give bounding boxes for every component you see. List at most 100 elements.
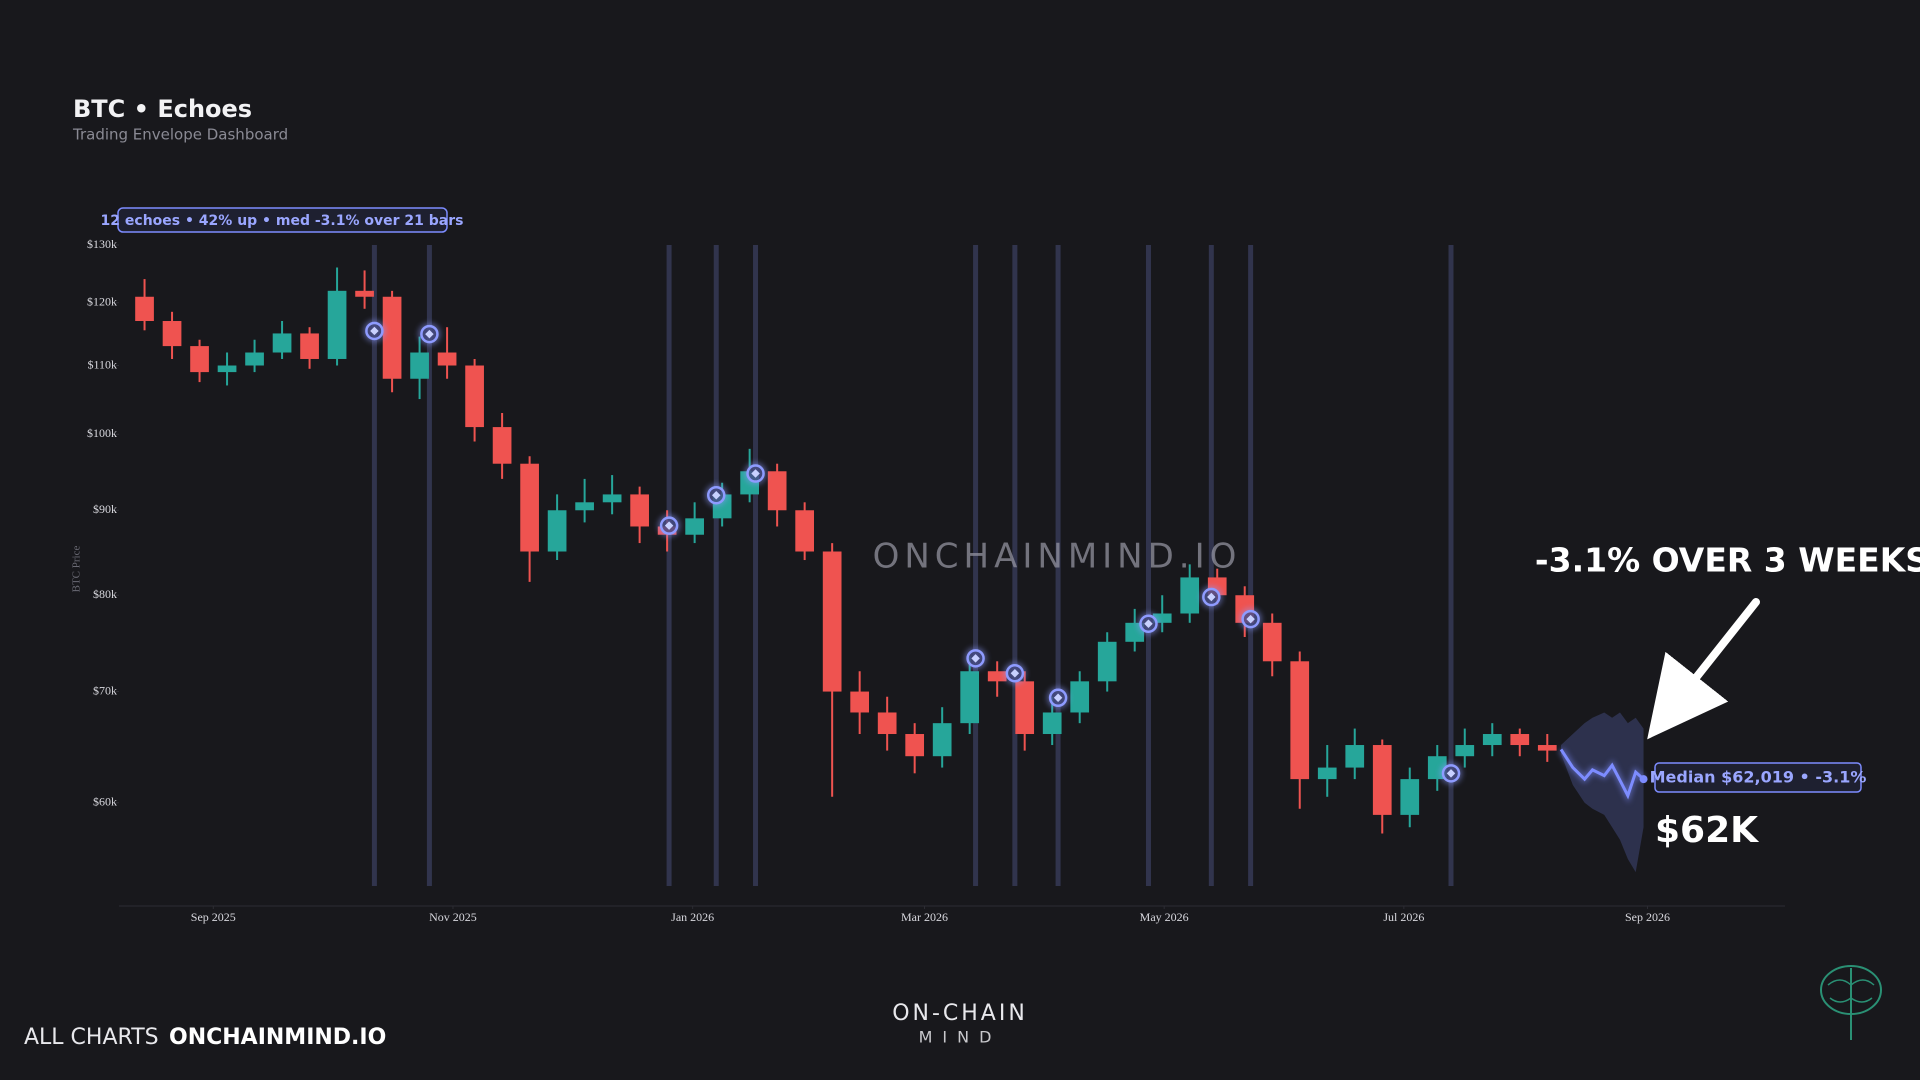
candle-body bbox=[1455, 745, 1475, 757]
echo-bands bbox=[371, 245, 1454, 886]
candle-body bbox=[602, 494, 622, 503]
candle-body bbox=[960, 671, 980, 724]
candle-body bbox=[1070, 681, 1090, 713]
median-badge bbox=[1654, 762, 1862, 793]
echo-band bbox=[1208, 245, 1214, 886]
echo-diamond bbox=[425, 329, 434, 339]
candle-body bbox=[1290, 661, 1310, 780]
candle-body bbox=[575, 502, 594, 511]
candle-body bbox=[300, 333, 319, 359]
x-tick-label: Jan 2026 bbox=[671, 910, 714, 924]
candle-body bbox=[135, 296, 154, 322]
candle-body bbox=[685, 518, 704, 535]
echo-diamond bbox=[1053, 693, 1063, 703]
echo-diamond bbox=[712, 490, 721, 500]
candle-body bbox=[492, 427, 512, 464]
echo-diamond bbox=[1010, 669, 1020, 678]
footer-site[interactable]: ONCHAINMIND.IO bbox=[169, 1025, 386, 1050]
candle-body bbox=[1152, 613, 1172, 623]
candle-body bbox=[437, 352, 457, 366]
candle-body bbox=[272, 333, 292, 353]
x-tick-label: Nov 2025 bbox=[429, 910, 477, 924]
x-tick-label: May 2026 bbox=[1140, 910, 1189, 924]
headline: -3.1% OVER 3 WEEKS bbox=[1535, 541, 1920, 580]
candle-body bbox=[327, 290, 347, 359]
candle-body bbox=[355, 290, 374, 297]
candle-body bbox=[520, 463, 539, 552]
echo-band bbox=[1248, 245, 1254, 886]
y-tick-label: $130k bbox=[87, 237, 117, 251]
echo-band bbox=[973, 245, 979, 886]
y-tick-label: $80k bbox=[93, 587, 117, 601]
echo-diamond bbox=[1207, 592, 1216, 602]
candle-body bbox=[245, 352, 264, 366]
forecast-envelope bbox=[1561, 712, 1644, 873]
forecast-end bbox=[1639, 775, 1648, 784]
echo-band bbox=[1145, 245, 1151, 886]
echo-band bbox=[371, 245, 377, 886]
summary-text: 12 echoes • 42% up • med -3.1% over 21 b… bbox=[101, 213, 464, 229]
candle-body bbox=[767, 471, 787, 511]
echo-band bbox=[713, 245, 719, 886]
y-tick-label: $60k bbox=[93, 795, 117, 809]
candle-body bbox=[410, 352, 429, 379]
watermark: ONCHAINMIND.IO bbox=[873, 537, 1242, 577]
candle-body bbox=[1400, 779, 1420, 815]
echo-diamond bbox=[971, 654, 980, 663]
candle-body bbox=[1042, 712, 1062, 735]
y-axis-label: BTC Price bbox=[71, 546, 83, 593]
candle-body bbox=[932, 723, 952, 757]
candle-body bbox=[1510, 734, 1530, 746]
x-tick-label: Jul 2026 bbox=[1383, 910, 1424, 924]
candle-body bbox=[822, 551, 842, 692]
candle-body bbox=[1015, 681, 1035, 735]
candle-body bbox=[795, 510, 815, 552]
y-tick-label: $90k bbox=[93, 502, 117, 516]
candle-body bbox=[850, 691, 870, 713]
chart-subtitle: Trading Envelope Dashboard bbox=[72, 126, 288, 144]
brand-bottom: MIND bbox=[919, 1028, 1002, 1047]
y-tick-label: $70k bbox=[93, 683, 117, 697]
y-tick-label: $100k bbox=[87, 426, 117, 440]
echo-band bbox=[753, 245, 759, 886]
candle-body bbox=[162, 321, 182, 347]
candle-body bbox=[1372, 745, 1392, 815]
candle-body bbox=[987, 671, 1007, 682]
echo-diamond bbox=[370, 326, 379, 336]
x-tick-label: Mar 2026 bbox=[901, 910, 948, 924]
candle-body bbox=[382, 296, 402, 379]
target-label: $62K bbox=[1655, 810, 1759, 851]
chart-title: BTC • Echoes bbox=[73, 95, 252, 123]
candle-body bbox=[630, 494, 649, 527]
candle-body bbox=[465, 365, 484, 428]
candle-body bbox=[547, 510, 567, 552]
echo-diamond bbox=[751, 469, 760, 478]
echo-band bbox=[666, 245, 672, 886]
echo-diamond bbox=[1446, 769, 1456, 778]
echo-band bbox=[1055, 245, 1061, 886]
brand-top: ON-CHAIN bbox=[892, 1001, 1028, 1026]
summary-badge bbox=[117, 207, 448, 233]
headline-arrow bbox=[1647, 598, 1760, 740]
candle-body bbox=[1345, 745, 1365, 768]
echo-band bbox=[426, 245, 432, 886]
footer-link[interactable]: ALL CHARTS bbox=[24, 1025, 159, 1050]
candle-body bbox=[1537, 745, 1557, 751]
candle-body bbox=[1097, 641, 1117, 682]
candle-body bbox=[1482, 734, 1502, 746]
candle-body bbox=[905, 734, 925, 757]
y-tick-label: $120k bbox=[87, 294, 117, 308]
brain-logo bbox=[1820, 965, 1882, 1040]
candle-body bbox=[877, 712, 897, 735]
candle-body bbox=[1262, 622, 1282, 662]
candle-body bbox=[190, 346, 209, 373]
echo-diamond bbox=[664, 521, 674, 530]
x-tick-label: Sep 2025 bbox=[191, 910, 236, 924]
echo-diamond bbox=[1144, 619, 1153, 628]
x-tick-label: Sep 2026 bbox=[1625, 910, 1670, 924]
forecast-median bbox=[1559, 748, 1645, 800]
candle-body bbox=[1317, 767, 1337, 780]
echo-diamond bbox=[1246, 614, 1255, 624]
